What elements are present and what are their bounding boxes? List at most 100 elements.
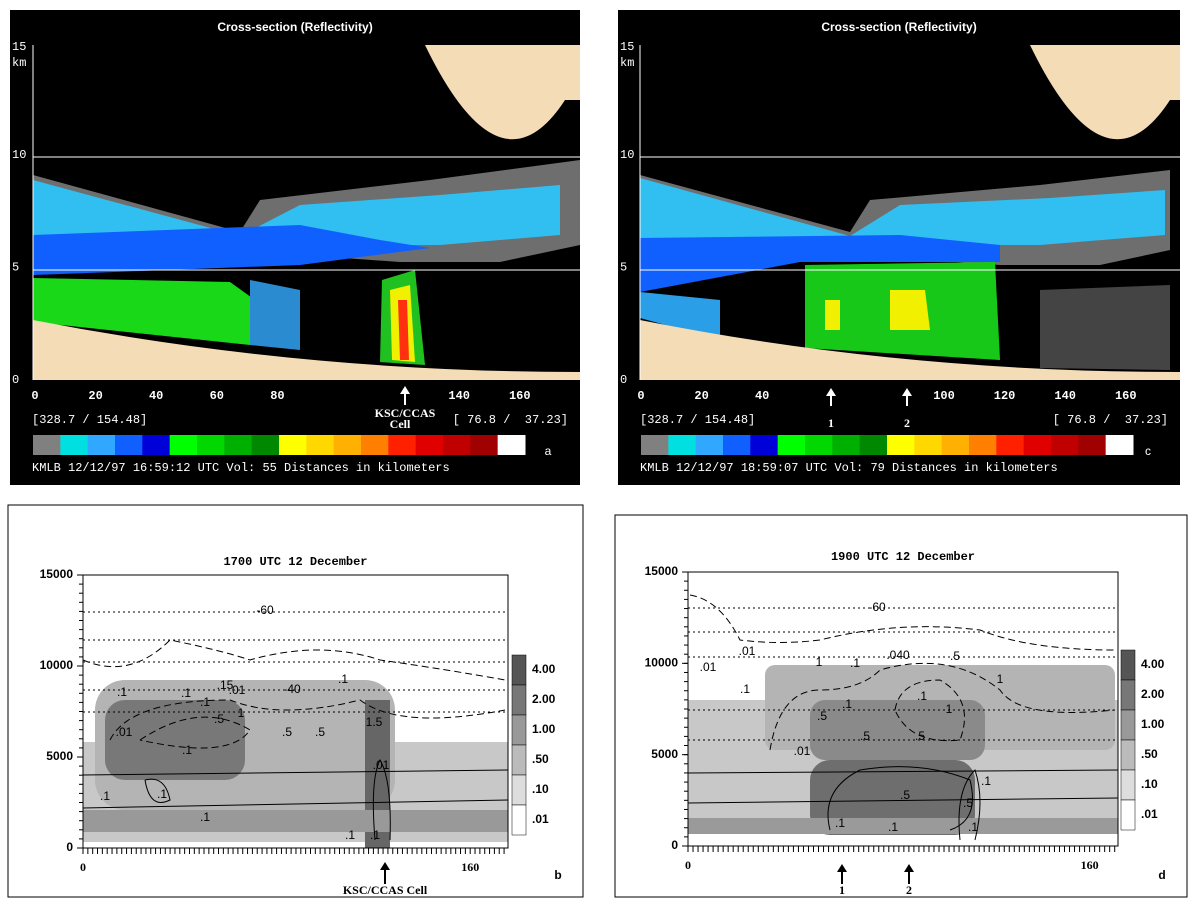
contour-label: .1 [181, 686, 191, 700]
color-swatch [668, 435, 697, 455]
y-tick-label: 5000 [46, 749, 73, 763]
contour-label: .15 [217, 678, 234, 692]
arrow-head [902, 388, 912, 396]
x-tick-label: 160 [509, 389, 531, 403]
y-tick-label: 15 [620, 40, 634, 54]
left-coords: [328.7 / 154.48] [32, 413, 147, 427]
y-tick-label: 15000 [645, 564, 679, 578]
color-swatch [723, 435, 751, 455]
contour-label: 1 [238, 706, 245, 720]
panel-d: 1900 UTC 12 December 15000 10000 5000 00 160 -… [614, 514, 1188, 898]
color-swatch [497, 435, 526, 455]
color-swatch [750, 435, 779, 455]
y-tick-label: 0 [12, 373, 19, 387]
arrow-head [380, 862, 390, 870]
colorbar-swatch [1120, 709, 1136, 741]
contour-label: -40 [283, 682, 301, 696]
color-swatch [470, 435, 499, 455]
echo-cyan [640, 178, 1165, 245]
y-tick-label: 15 [12, 40, 26, 54]
contour-label: .5 [915, 729, 925, 743]
echo-blue [33, 225, 430, 275]
colorbar-label: .10 [1141, 777, 1158, 791]
terrain [1030, 45, 1180, 140]
color-swatch [142, 435, 171, 455]
echo-blue [640, 235, 1000, 292]
contour-label: 1 [997, 672, 1004, 686]
contour-label: 1.5 [366, 715, 383, 729]
arrow-head [904, 864, 914, 872]
contour-label: .01 [373, 758, 390, 772]
contour-label: -60 [256, 603, 274, 617]
color-swatch [197, 435, 225, 455]
ground [640, 320, 1180, 380]
contour-label: 1 [816, 655, 823, 669]
cell-red [398, 300, 409, 360]
contour-label: .5 [950, 649, 960, 663]
fill-band [83, 810, 508, 832]
panel-title: 1900 UTC 12 December [831, 550, 975, 564]
terrain [425, 45, 580, 140]
contour-label: .5 [963, 796, 973, 810]
x-tick-label: 160 [1081, 858, 1099, 872]
contour-label: .1 [370, 828, 380, 842]
x-tick-label: 140 [448, 389, 470, 403]
colorbar-label: 4.00 [1141, 657, 1165, 671]
color-swatch [388, 435, 417, 455]
color-swatch [361, 435, 389, 455]
contour-label: .1 [200, 810, 210, 824]
contour-label: .1 [157, 787, 167, 801]
y-tick-label: 5000 [651, 747, 678, 761]
left-coords: [328.7 / 154.48] [640, 413, 755, 427]
echo-gray-2 [1040, 285, 1170, 370]
y-tick-label: 0 [671, 838, 678, 852]
footer: KMLB 12/12/97 18:59:07 UTC Vol: 79 Dista… [640, 461, 1058, 475]
y-tick-label: 10000 [40, 658, 74, 672]
panel-letter: a [545, 444, 552, 458]
contour-label: .1 [345, 828, 355, 842]
contour-label: .1 [100, 789, 110, 803]
fill-dark [105, 700, 245, 780]
contour-label: -60 [868, 600, 886, 614]
color-swatch [115, 435, 143, 455]
color-swatch [996, 435, 1025, 455]
color-swatch [1023, 435, 1052, 455]
echo-cyan [33, 180, 560, 245]
colorbar-swatch [1120, 739, 1136, 771]
color-swatch [887, 435, 915, 455]
contour-label: .5 [315, 725, 325, 739]
contour-label: .040 [886, 648, 910, 662]
color-swatch [251, 435, 280, 455]
contour-label: .1 [981, 774, 991, 788]
contour-label: .1 [740, 682, 750, 696]
color-swatch [941, 435, 970, 455]
color-swatch [33, 435, 61, 455]
arrow-label: 2 [906, 883, 912, 897]
colorbar-swatch [1120, 799, 1136, 831]
arrow-label: 2 [904, 416, 910, 430]
colorbar-swatch [511, 654, 527, 686]
panel-letter: d [1158, 868, 1165, 882]
panel-title: Cross-section (Reflectivity) [821, 20, 976, 34]
color-swatch [415, 435, 444, 455]
colorbar-swatch [1120, 769, 1136, 801]
y-tick-label: 10 [12, 148, 26, 162]
contour-label: .5 [900, 788, 910, 802]
contour-label: .01 [700, 660, 717, 674]
x-tick-label: 0 [31, 389, 38, 403]
color-swatch [969, 435, 997, 455]
color-swatch [641, 435, 669, 455]
ground [33, 320, 580, 380]
contour-label: .01 [229, 683, 246, 697]
y-tick-label: 0 [66, 840, 73, 854]
colorbar-label: .50 [532, 752, 549, 766]
color-swatch [1051, 435, 1079, 455]
color-swatch [279, 435, 307, 455]
contour-label: .1 [842, 697, 852, 711]
contour-label: .01 [794, 744, 811, 758]
colorbar-swatch [511, 744, 527, 776]
y-tick-label: 10000 [645, 656, 679, 670]
contour-label: 1 [946, 702, 953, 716]
x-tick-label: 160 [461, 860, 479, 874]
